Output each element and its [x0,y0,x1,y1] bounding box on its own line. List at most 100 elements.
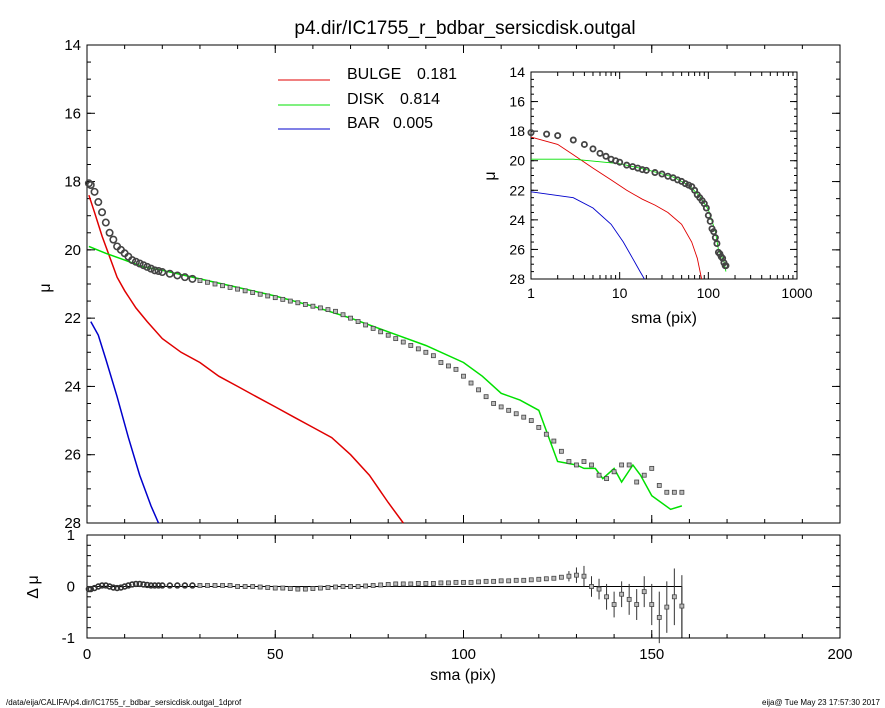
main-series-group [88,194,683,524]
inset-data-point [711,234,719,242]
inset-ytick-label: 28 [509,271,525,287]
residual-data-point [498,578,504,584]
main-data-point [158,268,167,277]
residual-data-point [468,579,474,585]
main-data-point [671,489,677,495]
main-panel: 14 16 18 20 22 24 26 28 μ BULGE 0.181 DISK 0.81… [37,37,841,532]
main-data-point [147,264,156,273]
residual-data-point [318,585,323,591]
inset-ytick-label: 24 [509,212,525,228]
residual-data-point [430,581,436,586]
main-data-point [589,462,594,468]
main-data-point [604,476,609,482]
main-ytick-label: 22 [64,310,81,327]
main-data-point [348,315,353,321]
residual-data-point [438,580,444,586]
residual-data-point [151,582,158,589]
main-data-point [287,298,293,304]
residual-data-point [528,577,534,583]
main-data-point [393,336,399,342]
residual-data-point [227,583,233,588]
residual-data-point [558,574,564,580]
residual-data-point [132,580,140,588]
main-data-point [84,179,93,188]
legend-disk-value: 0.814 [400,91,440,108]
residual-data-point [415,581,421,586]
residual-panel: -1 0 1 0 50 100 150 200 Δ μ sma (pix) [25,527,853,684]
main-data-point [165,269,174,278]
residual-ytick-label: 0 [67,579,75,596]
main-data-point [543,431,549,437]
main-ytick-label: 20 [64,242,81,259]
residual-data-point [656,615,662,620]
residual-data-point [302,586,308,592]
inset-ytick-label: 22 [509,182,525,198]
inset-series-bar [530,191,645,280]
inset-y-axis-title: μ [482,171,499,180]
main-data-point [581,459,587,464]
residual-data-point [453,579,459,585]
main-data-point [212,281,218,287]
residual-data-point [551,575,557,581]
main-data-point [596,472,602,478]
legend-bar-value: 0.005 [393,115,433,132]
main-data-point [528,418,534,423]
residual-data-point [461,579,466,585]
residual-data-point [140,581,147,588]
main-data-point [400,339,406,345]
legend-bulge-name: BULGE [347,66,401,83]
inset-ytick-label: 20 [509,153,525,169]
main-data-point [566,459,572,464]
main-data-point [370,325,376,331]
residual-data-point [589,584,594,589]
main-data-point [325,307,331,313]
residual-data-point [144,581,151,589]
residual-data-point [483,578,489,584]
residual-data-point [506,578,512,584]
main-data-point [90,187,99,196]
residual-ytick-label: -1 [62,630,75,647]
residual-data-point [581,573,587,579]
residual-data-point [611,602,617,607]
main-ytick-label: 24 [64,378,81,395]
inset-data-point [589,145,597,153]
residual-data-point [513,577,519,583]
inset-data-point [623,161,631,169]
residual-data-point [333,584,338,590]
residual-data-point [325,585,331,590]
inset-data-point [651,169,659,177]
main-data-point [101,218,110,227]
main-data-point [295,300,301,306]
inset-panel: 14 16 18 20 22 24 26 281 10 100 1000 μ sma (pix) [482,64,813,327]
legend-bulge-value: 0.181 [417,66,457,83]
main-data-point [521,414,527,420]
main-data-point [619,462,625,468]
main-data-point [634,479,640,485]
inset-data-point [722,262,730,270]
inset-series-bulge [530,136,703,280]
residual-data-point [295,586,301,592]
residual-data-point [476,579,481,585]
main-data-point [438,360,444,365]
chart-title: p4.dir/IC1755_r_bdbar_sersicdisk.outgal [294,18,635,39]
main-data-point [105,228,114,237]
residual-data-point [446,580,451,586]
main-data-point [415,346,421,352]
residual-data-point [159,582,166,589]
main-y-axis-title: μ [37,283,54,292]
residual-data-point [566,573,572,579]
residual-data-point [634,602,640,607]
residual-data-point [212,583,218,588]
inset-xtick-label: 1000 [781,285,812,301]
residual-data-point [604,594,609,600]
main-data-point [453,366,459,372]
inset-xtick-label: 10 [612,285,628,301]
inset-data-point [706,217,714,225]
residual-data-point [355,584,361,589]
main-data-point [483,394,489,400]
inset-data-point [543,130,551,138]
inset-data-point [638,166,646,174]
legend-disk-name: DISK [347,91,385,108]
main-data-point [235,286,241,292]
residual-data-point [205,583,210,588]
